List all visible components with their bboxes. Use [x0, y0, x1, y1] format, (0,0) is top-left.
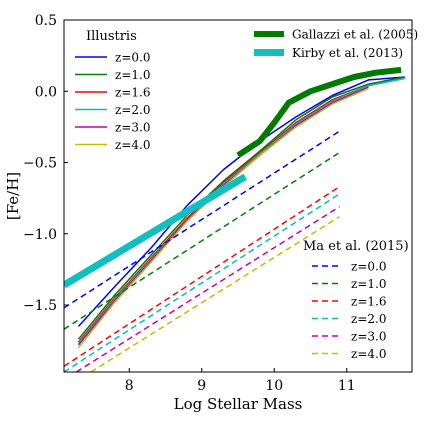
- legend-label-ma-z-4-0: z=4.0: [351, 347, 386, 361]
- legend-label-ma-z-3-0: z=3.0: [351, 330, 386, 344]
- legend-label-illustris-z-1-6: z=1.6: [115, 86, 150, 100]
- series-ma-z-0-0: [64, 130, 340, 309]
- y-tick-label: 0.0: [35, 84, 57, 100]
- series-illustris-z-2-0: [77, 77, 405, 344]
- series-ma-z-1-0: [64, 151, 340, 330]
- legend-title-ma: Ma et al. (2015): [303, 239, 409, 254]
- series-observations-gallazzi-et-al-2005: [236, 66, 402, 158]
- x-axis-label: Log Stellar Mass: [174, 395, 303, 413]
- x-tick-label: 10: [265, 378, 283, 394]
- legend-label-illustris-z-4-0: z=4.0: [115, 138, 150, 152]
- plot-frame: [63, 19, 413, 373]
- legend-label-ma-z-1-0: z=1.0: [351, 277, 386, 291]
- axis-ticks: 8 9 10 11 0.5 0.0 −0.5 −1.0 −1.5: [23, 13, 356, 394]
- legend-label-illustris-z-0-0: z=0.0: [115, 51, 150, 65]
- legend-label-ma-z-1-6: z=1.6: [351, 295, 386, 309]
- x-tick-label: 9: [197, 378, 206, 394]
- x-tick-label: 11: [338, 378, 356, 394]
- y-tick-label: −1.0: [23, 227, 57, 243]
- y-axis-label: [Fe/H]: [4, 172, 22, 220]
- series-illustris-z-1-0: [77, 76, 405, 340]
- series-observations-kirby-et-al-2013: [64, 173, 247, 289]
- legend-label-illustris-z-1-0: z=1.0: [115, 68, 150, 82]
- series-ma-z-2-0: [64, 193, 340, 372]
- series-ma-z-3-0: [75, 206, 340, 372]
- plot-content: [64, 66, 405, 372]
- legend-label-ma-z-2-0: z=2.0: [351, 312, 386, 326]
- x-tick-label: 8: [125, 378, 134, 394]
- y-tick-label: −0.5: [23, 156, 57, 172]
- legend-label-observations-gallazzi-et-al-2005: Gallazzi et al. (2005): [292, 28, 418, 42]
- legend-label-illustris-z-2-0: z=2.0: [115, 103, 150, 117]
- series-ma-z-4-0: [90, 216, 340, 372]
- y-tick-label: −1.5: [23, 298, 57, 314]
- series-illustris-z-3-0: [77, 86, 369, 346]
- legend-label-illustris-z-3-0: z=3.0: [115, 121, 150, 135]
- legend-label-observations-kirby-et-al-2013: Kirby et al. (2013): [292, 46, 403, 60]
- y-tick-label: 0.5: [35, 13, 57, 29]
- legend-label-ma-z-0-0: z=0.0: [351, 260, 386, 274]
- series-ma-z-1-6: [64, 186, 340, 367]
- legends: Illustris z=0.0 z=1.0 z=1.6 z=2.0 z=3.0 z=4.0 G…: [75, 28, 418, 361]
- legend-title-illustris: Illustris: [86, 29, 137, 44]
